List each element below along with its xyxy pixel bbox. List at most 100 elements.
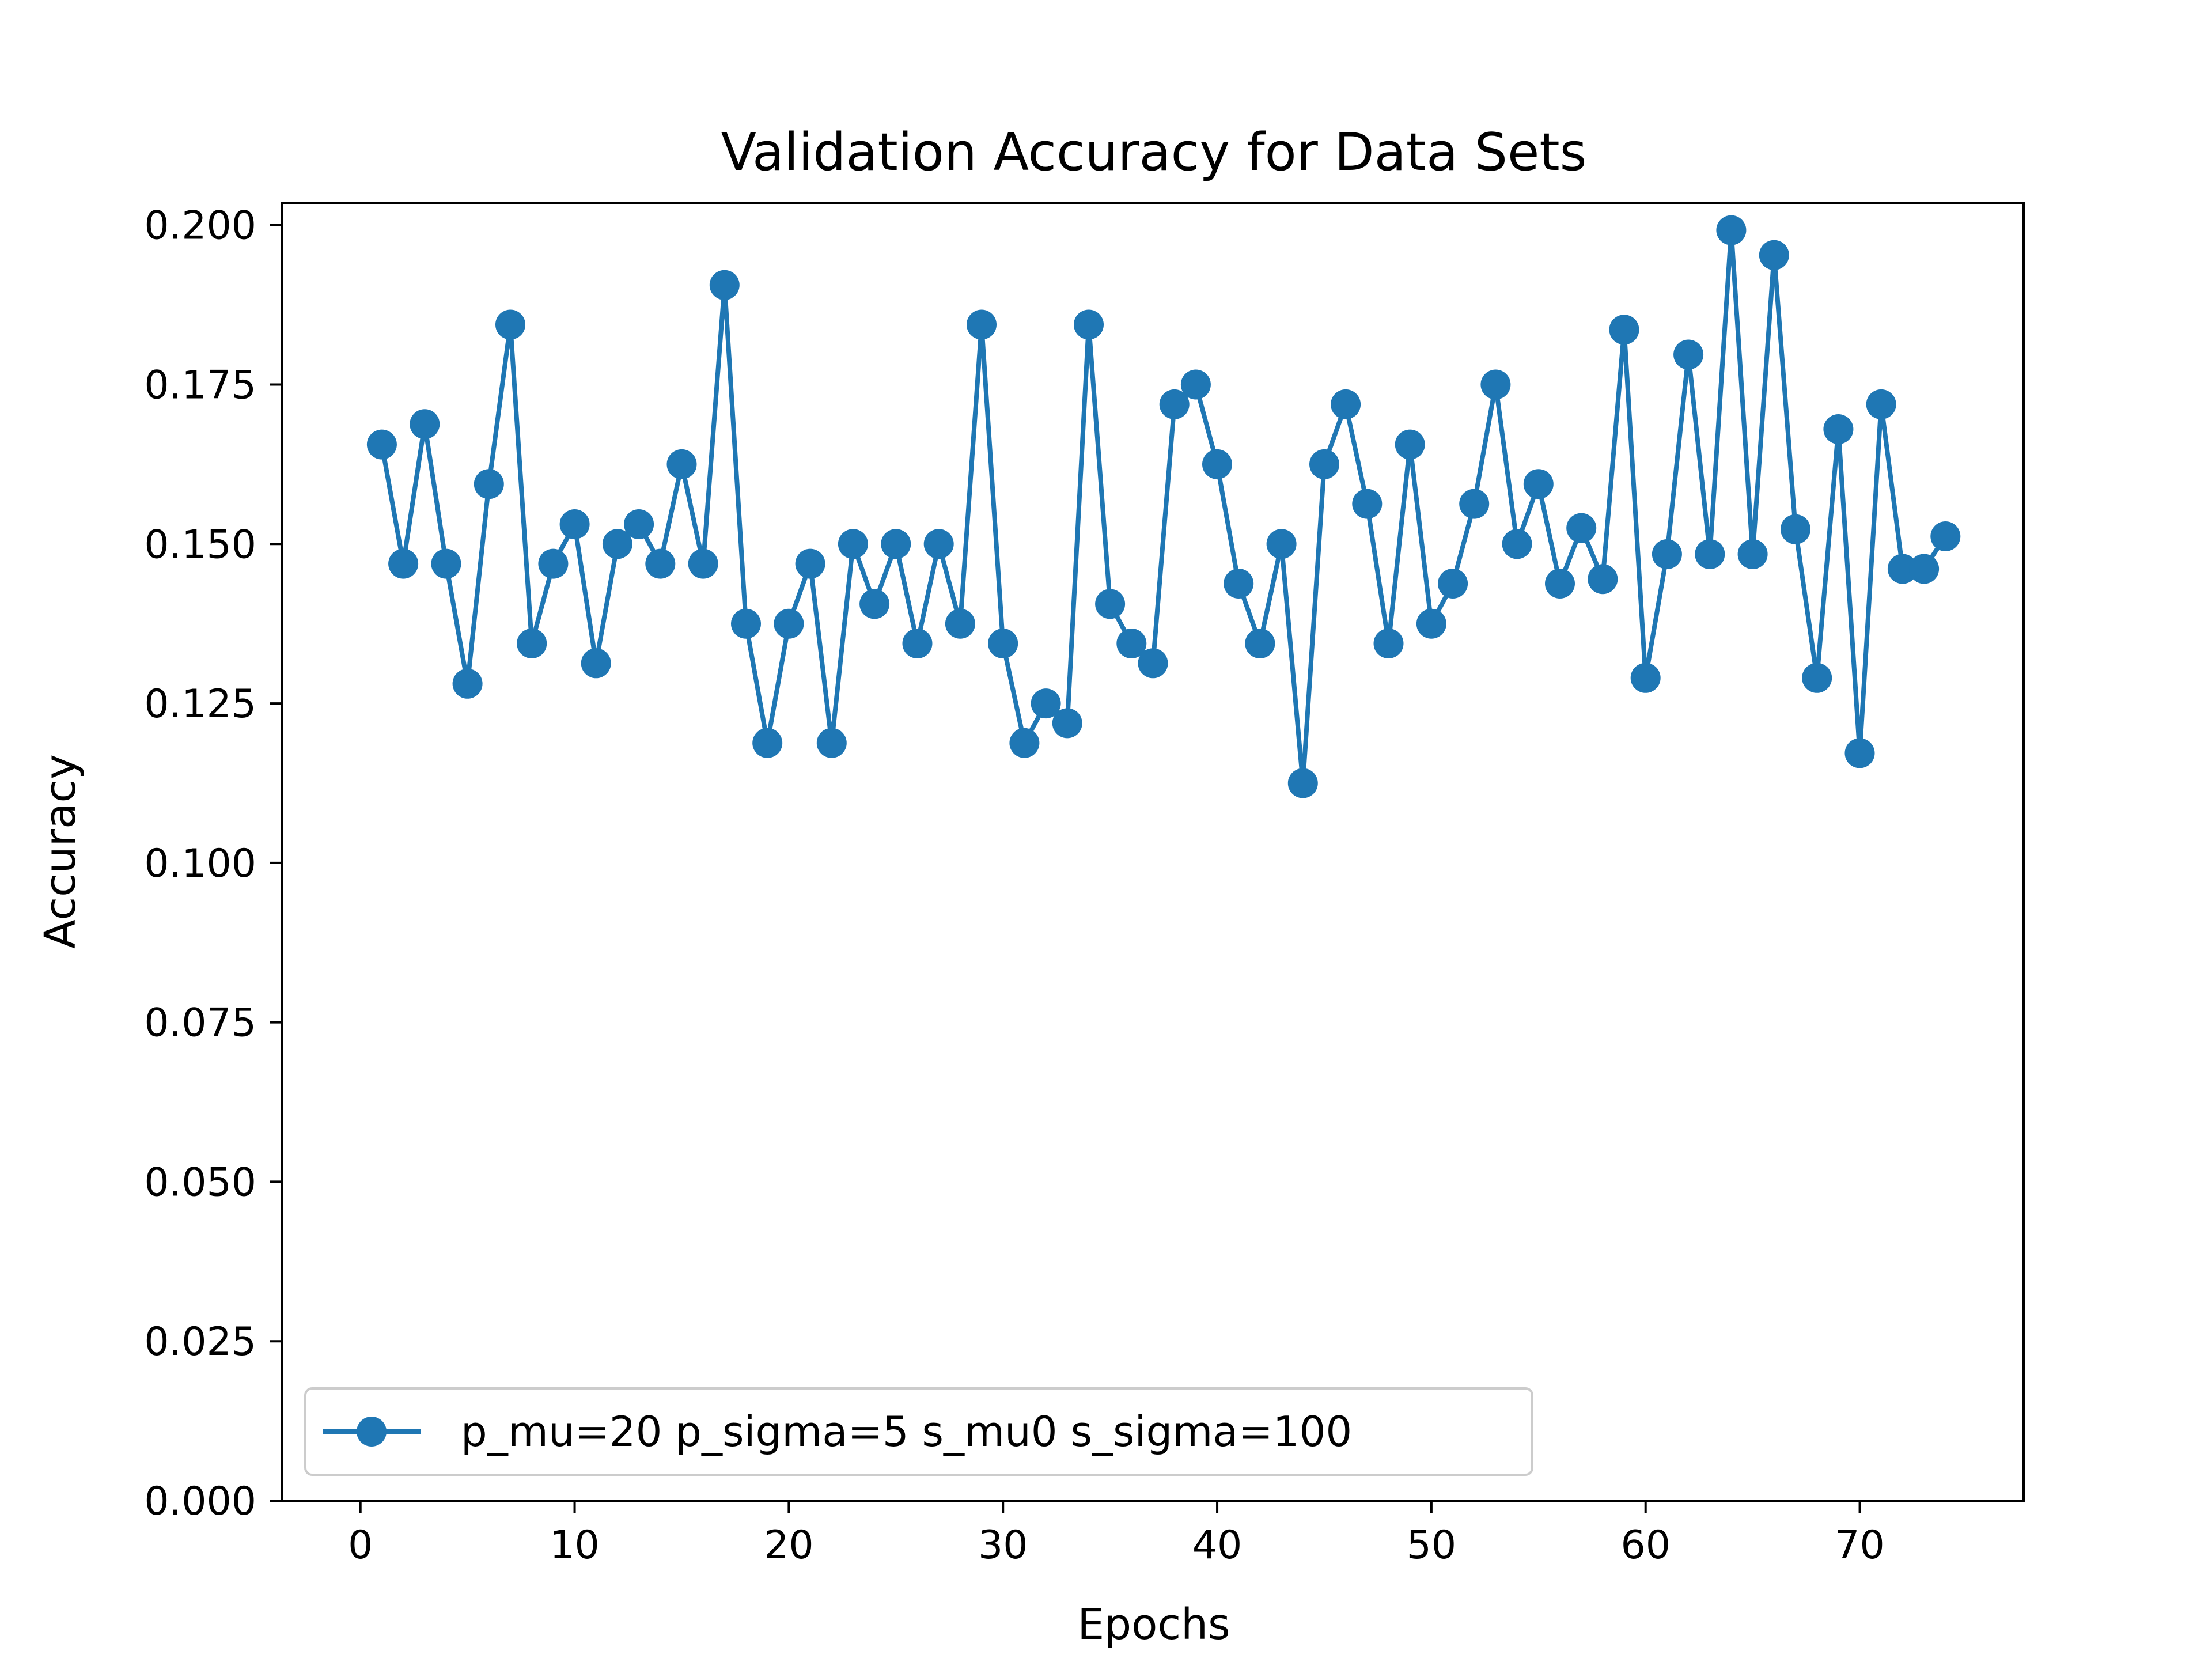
data-point [967,309,997,340]
data-point [688,548,718,579]
data-point [495,309,525,340]
data-point [1074,309,1104,340]
data-point [452,668,483,699]
y-tick-label: 0.200 [144,203,256,249]
data-point [1438,569,1468,599]
legend-box [304,1387,1533,1476]
data-point [988,629,1018,658]
data-point [1781,514,1810,544]
y-tick-label: 0.050 [144,1160,256,1205]
data-point [1352,489,1382,519]
data-point [559,509,590,539]
data-point [709,270,740,300]
data-point [859,589,890,619]
data-point [1180,369,1211,400]
data-point [1930,521,1961,551]
data-point [1331,389,1361,419]
data-point [1266,529,1297,559]
data-point [774,608,804,639]
data-point [1609,315,1639,345]
data-point [1909,554,1940,584]
data-point [1802,662,1832,693]
data-point [902,629,933,658]
data-point [881,529,911,559]
data-point [1031,688,1061,719]
data-point [1759,240,1789,270]
x-axis: 0 10 20 30 40 50 60 70 [348,1501,1885,1568]
y-tick-label: 0.075 [144,1001,256,1046]
x-tick-label: 50 [1407,1523,1457,1568]
data-point [1395,429,1425,460]
data-point [1566,513,1597,543]
chart-title: Validation Accuracy for Data Sets [721,122,1586,183]
y-tick-label: 0.000 [144,1479,256,1524]
data-point [923,529,954,559]
data-point [1245,629,1275,658]
data-point [1502,529,1532,559]
data-point [474,469,504,499]
data-point [1673,339,1704,370]
x-tick-label: 70 [1835,1523,1885,1568]
x-tick-label: 20 [764,1523,814,1568]
data-point [1116,629,1147,658]
data-point [752,728,783,758]
legend-marker-swatch [357,1417,387,1447]
legend-label: p_mu=20 p_sigma=5 s_mu0 s_sigma=100 [461,1407,1352,1456]
data-point [1416,608,1446,639]
data-point [1224,569,1254,599]
data-point [366,429,397,460]
data-point [731,608,761,639]
y-tick-label: 0.025 [144,1319,256,1365]
data-point [816,728,847,758]
data-point [624,509,654,539]
data-point [795,548,825,579]
data-point [1009,728,1040,758]
data-point [838,529,868,559]
data-point [1588,564,1618,595]
data-point [410,409,440,440]
data-point [1695,539,1725,569]
y-tick-label: 0.100 [144,841,256,887]
x-tick-label: 60 [1620,1523,1671,1568]
data-point [1887,554,1918,584]
data-point [1202,449,1232,479]
x-tick-label: 40 [1192,1523,1243,1568]
data-point [1138,648,1168,679]
x-axis-title: Epochs [1077,1600,1230,1649]
x-tick-label: 0 [348,1523,373,1568]
data-point [517,629,547,658]
x-tick-label: 10 [550,1523,600,1568]
y-tick-label: 0.125 [144,682,256,727]
data-point [538,548,569,579]
data-point [1373,629,1404,658]
data-point [1480,369,1511,400]
data-point [1716,215,1747,245]
data-point [388,548,419,579]
data-point [602,529,632,559]
x-tick-label: 30 [978,1523,1028,1568]
legend: p_mu=20 p_sigma=5 s_mu0 s_sigma=100 [304,1387,1533,1476]
y-tick-label: 0.175 [144,363,256,408]
data-point [581,648,611,679]
data-point [1545,569,1575,599]
y-tick-label: 0.150 [144,522,256,567]
data-point [1159,389,1190,419]
data-point [1287,768,1318,798]
data-point [1737,539,1768,569]
plot-frame [281,202,2025,1502]
y-axis-title: Accuracy [36,754,85,949]
data-point [1309,449,1339,479]
y-axis: 0.000 0.025 0.050 0.075 0.100 0.125 0.150 0.175… [144,203,282,1524]
data-point [1052,708,1082,739]
data-point [431,548,461,579]
data-point [1844,738,1875,768]
data-point [1523,469,1554,499]
data-point [1823,414,1854,444]
data-point [645,548,676,579]
data-point [1095,589,1126,619]
series-layer [366,215,1961,798]
data-point [1459,489,1490,519]
